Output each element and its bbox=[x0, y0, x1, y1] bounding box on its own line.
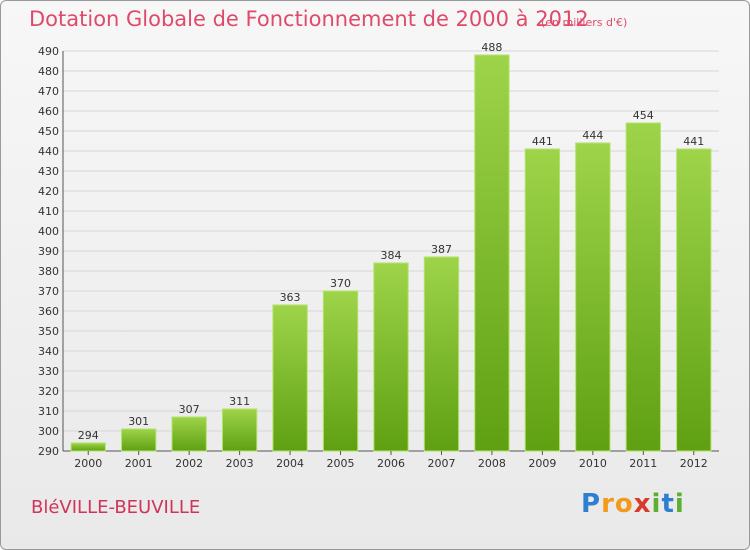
x-tick-label: 2010 bbox=[579, 457, 607, 470]
bar bbox=[272, 304, 308, 452]
bar bbox=[423, 256, 460, 452]
data-label: 363 bbox=[280, 291, 301, 304]
logo-letter: i bbox=[674, 489, 685, 519]
proxiti-logo: Proxiti bbox=[581, 489, 685, 519]
data-label: 488 bbox=[481, 41, 502, 54]
chart-title: Dotation Globale de Fonctionnement de 20… bbox=[29, 7, 589, 31]
bar bbox=[474, 54, 510, 452]
y-tick-label: 410 bbox=[38, 205, 59, 218]
bar bbox=[625, 122, 661, 452]
logo-letter: o bbox=[614, 489, 634, 519]
y-tick-label: 420 bbox=[38, 185, 59, 198]
y-tick-label: 310 bbox=[38, 405, 59, 418]
y-tick-label: 360 bbox=[38, 305, 59, 318]
y-tick-label: 380 bbox=[38, 265, 59, 278]
y-tick-label: 290 bbox=[38, 445, 59, 458]
data-label: 301 bbox=[128, 415, 149, 428]
y-tick-label: 440 bbox=[38, 145, 59, 158]
y-tick-label: 370 bbox=[38, 285, 59, 298]
x-tick-label: 2007 bbox=[427, 457, 455, 470]
logo-letter: r bbox=[601, 489, 615, 519]
bar bbox=[121, 428, 157, 452]
data-label: 444 bbox=[582, 129, 603, 142]
logo-letter: x bbox=[633, 489, 652, 519]
bar bbox=[322, 290, 359, 452]
bar bbox=[171, 416, 207, 452]
x-tick-label: 2011 bbox=[629, 457, 657, 470]
data-label: 441 bbox=[532, 135, 553, 148]
data-label: 384 bbox=[381, 249, 402, 262]
data-label: 311 bbox=[229, 395, 250, 408]
logo-letter: t bbox=[661, 489, 675, 519]
x-tick-label: 2006 bbox=[377, 457, 405, 470]
x-tick-label: 2001 bbox=[125, 457, 153, 470]
commune-name: BléVILLE-BEUVILLE bbox=[31, 497, 201, 518]
chart-unit: (en milliers d'€) bbox=[541, 16, 628, 29]
data-label: 294 bbox=[78, 429, 99, 442]
x-tick-label: 2012 bbox=[680, 457, 708, 470]
data-label: 307 bbox=[179, 403, 200, 416]
x-tick-label: 2005 bbox=[327, 457, 355, 470]
logo-letter: i bbox=[651, 489, 662, 519]
x-tick-label: 2004 bbox=[276, 457, 304, 470]
y-tick-label: 430 bbox=[38, 165, 59, 178]
x-tick-label: 2008 bbox=[478, 457, 506, 470]
y-tick-label: 300 bbox=[38, 425, 59, 438]
y-tick-label: 460 bbox=[38, 105, 59, 118]
x-tick-label: 2009 bbox=[528, 457, 556, 470]
y-tick-label: 350 bbox=[38, 325, 59, 338]
x-tick-label: 2003 bbox=[226, 457, 254, 470]
data-label: 387 bbox=[431, 243, 452, 256]
y-tick-label: 400 bbox=[38, 225, 59, 238]
bar bbox=[524, 148, 561, 452]
data-label: 454 bbox=[633, 109, 654, 122]
data-label: 441 bbox=[683, 135, 704, 148]
y-tick-label: 330 bbox=[38, 365, 59, 378]
y-tick-label: 320 bbox=[38, 385, 59, 398]
y-tick-label: 470 bbox=[38, 85, 59, 98]
x-tick-label: 2002 bbox=[175, 457, 203, 470]
y-tick-label: 340 bbox=[38, 345, 59, 358]
y-tick-label: 450 bbox=[38, 125, 59, 138]
bar bbox=[70, 442, 106, 452]
bar bbox=[575, 142, 611, 452]
logo-letter: P bbox=[581, 489, 602, 519]
y-tick-label: 390 bbox=[38, 245, 59, 258]
y-tick-label: 480 bbox=[38, 65, 59, 78]
bar bbox=[373, 262, 409, 452]
data-label: 370 bbox=[330, 277, 351, 290]
x-tick-label: 2000 bbox=[74, 457, 102, 470]
bar bbox=[676, 148, 712, 452]
y-tick-label: 490 bbox=[38, 45, 59, 58]
bar bbox=[221, 408, 258, 452]
